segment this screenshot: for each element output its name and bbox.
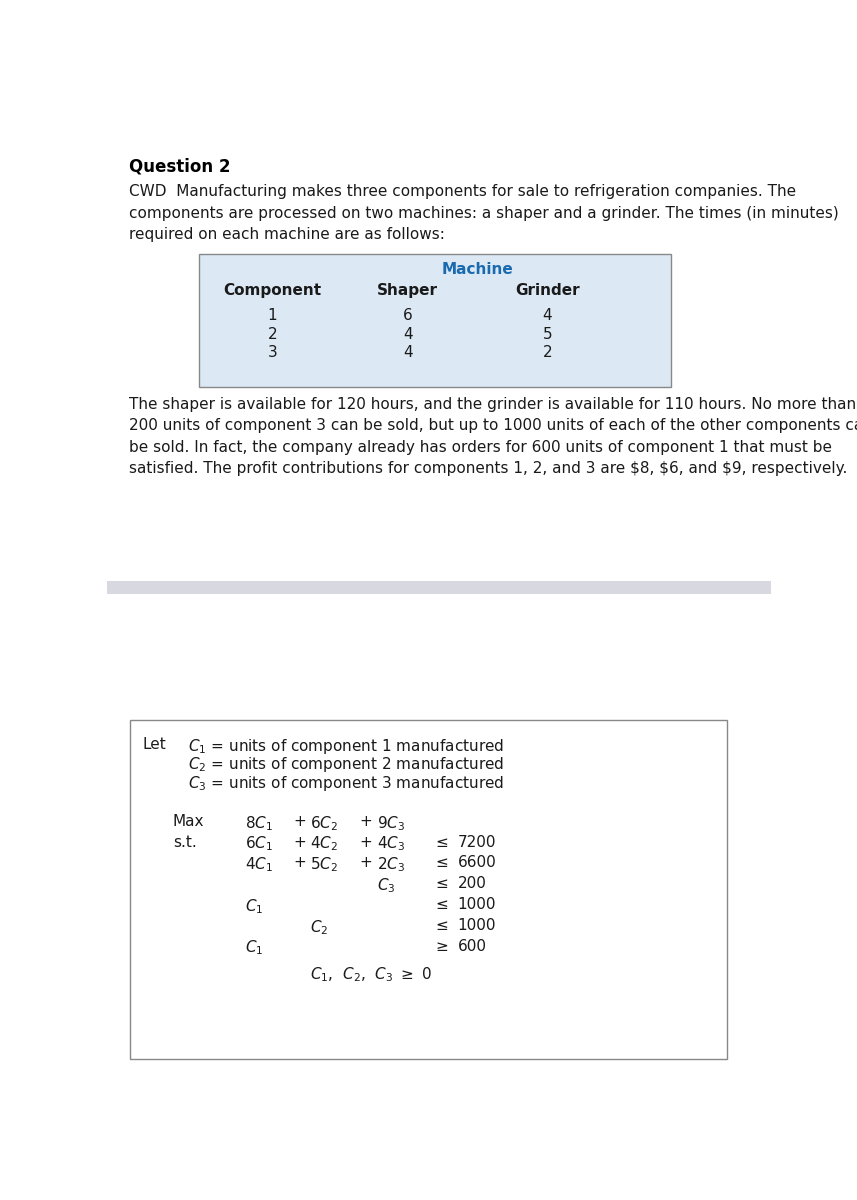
Text: $4C_3$: $4C_3$: [377, 835, 405, 853]
Text: 1000: 1000: [458, 918, 496, 932]
Text: Grinder: Grinder: [515, 283, 579, 299]
Text: $\leq$: $\leq$: [433, 835, 449, 850]
Text: $6C_2$: $6C_2$: [310, 814, 339, 833]
Text: $C_2$ = units of component 2 manufactured: $C_2$ = units of component 2 manufacture…: [189, 755, 505, 774]
Text: Max: Max: [173, 814, 205, 829]
Text: $\leq$: $\leq$: [433, 856, 449, 870]
Text: $8C_1$: $8C_1$: [245, 814, 273, 833]
Text: $\leq$: $\leq$: [433, 898, 449, 912]
Text: 4: 4: [403, 328, 412, 342]
Text: Component: Component: [223, 283, 321, 299]
Text: s.t.: s.t.: [173, 835, 197, 850]
Text: 3: 3: [267, 344, 277, 360]
Text: +: +: [360, 835, 373, 850]
Text: $\leq$: $\leq$: [433, 918, 449, 932]
Text: $4C_1$: $4C_1$: [245, 856, 273, 874]
Text: $\geq$: $\geq$: [433, 938, 449, 954]
Text: CWD  Manufacturing makes three components for sale to refrigeration companies. T: CWD Manufacturing makes three components…: [129, 184, 839, 242]
Text: $C_1$: $C_1$: [245, 938, 263, 958]
Text: $C_1$: $C_1$: [245, 898, 263, 916]
Text: +: +: [293, 835, 306, 850]
Text: $C_1$ = units of component 1 manufactured: $C_1$ = units of component 1 manufacture…: [189, 737, 505, 756]
Text: +: +: [293, 814, 306, 829]
Text: 4: 4: [403, 344, 412, 360]
Text: +: +: [360, 856, 373, 870]
Text: +: +: [293, 856, 306, 870]
Text: 2: 2: [542, 344, 552, 360]
Text: Question 2: Question 2: [129, 158, 231, 176]
Text: 1: 1: [267, 308, 277, 323]
Text: 6: 6: [403, 308, 413, 323]
Text: $C_3$: $C_3$: [377, 876, 395, 895]
Text: $\leq$: $\leq$: [433, 876, 449, 892]
Text: +: +: [360, 814, 373, 829]
Text: $6C_1$: $6C_1$: [245, 835, 273, 853]
Text: 2: 2: [267, 328, 277, 342]
Text: $C_3$ = units of component 3 manufactured: $C_3$ = units of component 3 manufacture…: [189, 774, 505, 793]
Text: Shaper: Shaper: [377, 283, 438, 299]
Text: The shaper is available for 120 hours, and the grinder is available for 110 hour: The shaper is available for 120 hours, a…: [129, 396, 857, 476]
Text: Machine: Machine: [441, 262, 513, 277]
Text: $5C_2$: $5C_2$: [310, 856, 339, 874]
Text: 7200: 7200: [458, 835, 496, 850]
Text: $4C_2$: $4C_2$: [310, 835, 339, 853]
Text: 200: 200: [458, 876, 486, 892]
FancyBboxPatch shape: [107, 581, 771, 594]
Text: 600: 600: [458, 938, 487, 954]
Text: Let: Let: [142, 737, 165, 752]
Text: $9C_3$: $9C_3$: [377, 814, 405, 833]
Text: 1000: 1000: [458, 898, 496, 912]
Text: $C_2$: $C_2$: [310, 918, 328, 936]
Text: 4: 4: [542, 308, 552, 323]
FancyBboxPatch shape: [199, 254, 671, 386]
Text: 6600: 6600: [458, 856, 496, 870]
Text: $C_1$,  $C_2$,  $C_3$ $\geq$ 0: $C_1$, $C_2$, $C_3$ $\geq$ 0: [309, 966, 432, 984]
Text: $2C_3$: $2C_3$: [377, 856, 405, 874]
FancyBboxPatch shape: [130, 720, 727, 1058]
Text: 5: 5: [542, 328, 552, 342]
